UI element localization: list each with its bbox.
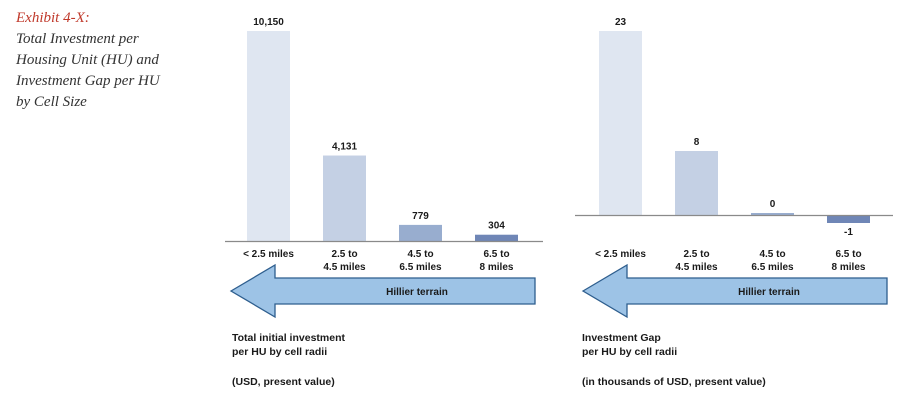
exhibit-label: Exhibit 4-X: [16, 10, 90, 26]
caption-line: per HU by cell radii [582, 346, 678, 358]
caption-line: per HU by cell radii [232, 346, 328, 358]
category-label: 2.5 to [683, 249, 709, 260]
bar [399, 224, 442, 241]
bar [751, 213, 794, 215]
category-label: 4.5 miles [675, 262, 718, 273]
bar [675, 151, 718, 215]
bar-value-label: -1 [844, 227, 853, 238]
caption-note: (USD, present value) [232, 376, 335, 388]
exhibit-title-line: by Cell Size [16, 94, 87, 110]
bar-value-label: 4,131 [332, 142, 357, 153]
investment-gap-caption: Investment Gap per HU by cell radii (in … [582, 331, 766, 389]
category-label: 2.5 to [331, 249, 357, 260]
investment-gap-chart: 23 < 2.5 miles 8 2.5 to 4.5 miles 0 4.5 to 6.5 … [575, 17, 893, 319]
category-label: 6.5 to [835, 249, 861, 260]
bar-value-label: 23 [615, 17, 627, 28]
category-label: 6.5 miles [751, 262, 794, 273]
bar-value-label: 10,150 [253, 17, 284, 28]
bar-value-label: 0 [770, 199, 776, 210]
exhibit-heading: Exhibit 4-X: Total Investment per Housin… [16, 8, 206, 113]
category-label: 6.5 miles [399, 262, 442, 273]
bar-value-label: 8 [694, 137, 700, 148]
investment-chart: 10,150 < 2.5 miles 4,131 2.5 to 4.5 miles 779… [225, 17, 543, 319]
category-label: < 2.5 miles [595, 249, 646, 260]
category-label: 8 miles [832, 262, 866, 273]
exhibit-title-line: Investment Gap per HU [16, 73, 160, 89]
category-label: 4.5 miles [323, 262, 366, 273]
category-label: 4.5 to [759, 249, 785, 260]
category-label: 8 miles [480, 262, 514, 273]
terrain-arrow [581, 263, 888, 319]
bar-value-label: 304 [488, 221, 505, 232]
investment-caption: Total initial investment per HU by cell … [232, 331, 345, 389]
category-label: 6.5 to [483, 249, 509, 260]
category-label: 4.5 to [407, 249, 433, 260]
exhibit-title-line: Housing Unit (HU) and [16, 52, 159, 68]
bar [247, 31, 290, 241]
bar [599, 31, 642, 215]
bar [475, 234, 518, 241]
caption-line: Total initial investment [232, 332, 345, 344]
bar [827, 215, 870, 223]
category-label: < 2.5 miles [243, 249, 294, 260]
caption-line: Investment Gap [582, 332, 661, 344]
arrow-label: Hillier terrain [738, 287, 800, 298]
arrow-label: Hillier terrain [386, 287, 448, 298]
bar [323, 155, 366, 241]
exhibit-title-line: Total Investment per [16, 31, 139, 47]
caption-note: (in thousands of USD, present value) [582, 376, 766, 388]
bar-value-label: 779 [412, 211, 429, 222]
terrain-arrow [229, 263, 536, 319]
